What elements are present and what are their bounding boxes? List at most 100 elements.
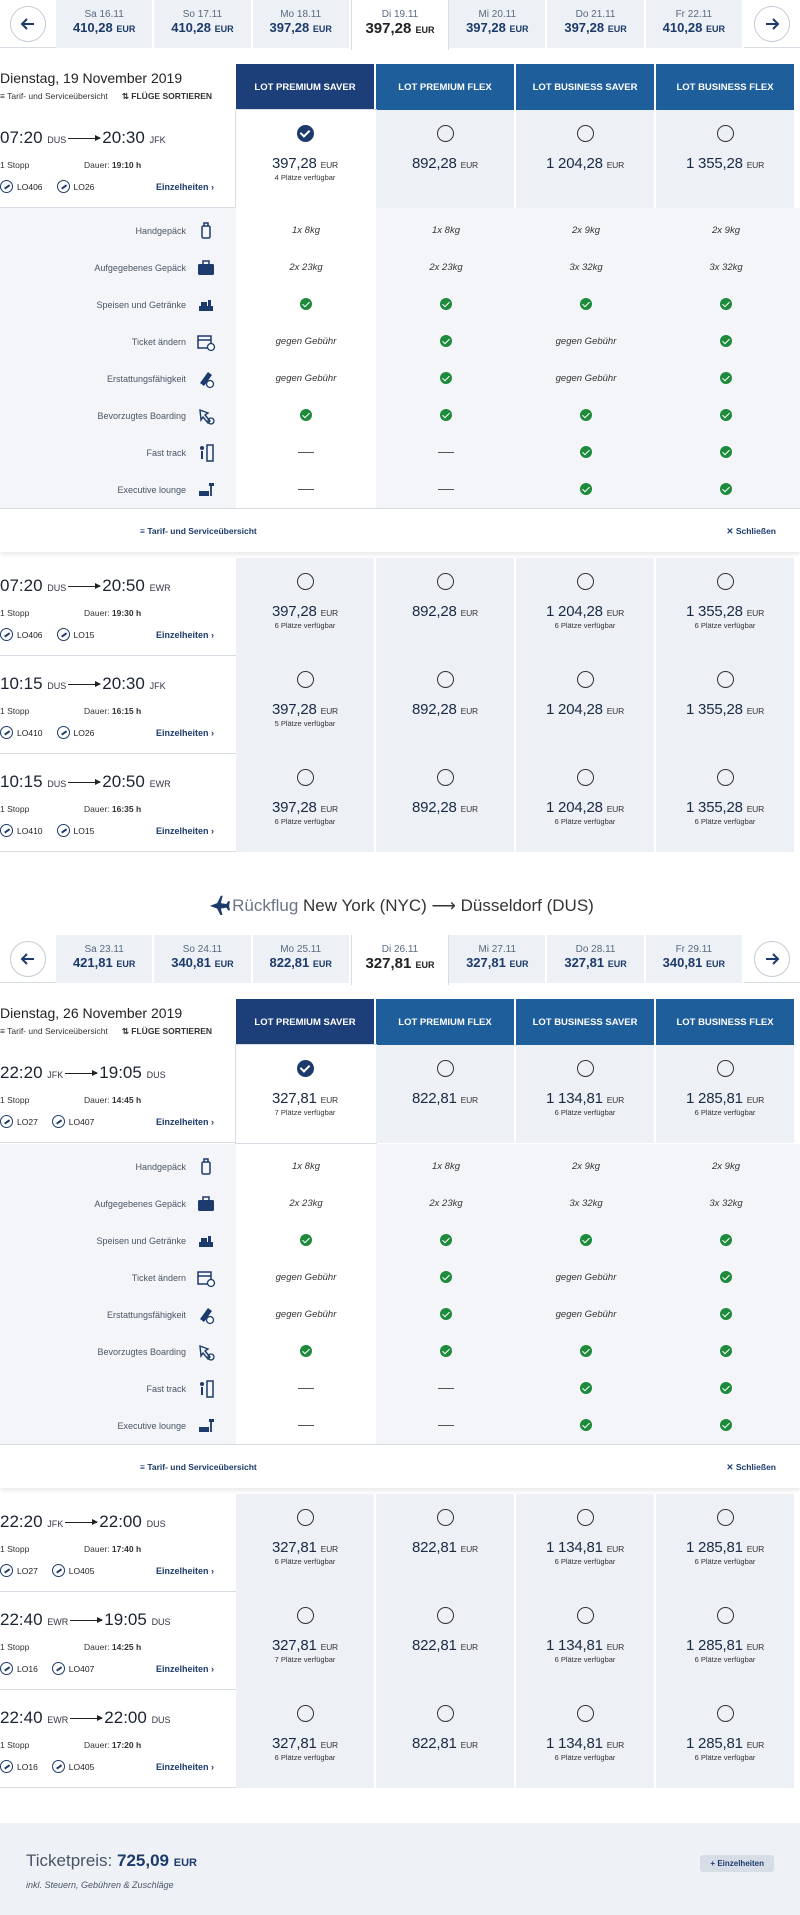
fare-radio[interactable] <box>436 1509 454 1526</box>
fare-option[interactable]: 1 204,28 EUR 6 Plätze verfügbar <box>516 754 656 852</box>
fare-option[interactable]: 1 355,28 EUR 6 Plätze verfügbar <box>656 558 796 656</box>
fare-radio[interactable] <box>716 671 734 688</box>
fare-radio[interactable] <box>296 1705 314 1722</box>
fare-column-header[interactable]: LOT BUSINESS FLEX <box>656 64 794 110</box>
fare-option[interactable]: 892,28 EUR <box>376 656 516 754</box>
fare-option[interactable]: 327,81 EUR 6 Plätze verfügbar <box>236 1494 376 1592</box>
fare-option[interactable]: 397,28 EUR 4 Plätze verfügbar <box>236 110 376 208</box>
close-button[interactable]: ✕ Schließen <box>726 1462 776 1473</box>
details-link[interactable]: Einzelheiten › <box>156 182 215 192</box>
fare-option[interactable]: 1 134,81 EUR 6 Plätze verfügbar <box>516 1494 656 1592</box>
fare-radio[interactable] <box>436 573 454 590</box>
prev-dates-button[interactable] <box>10 941 46 977</box>
fare-column-header[interactable]: LOT BUSINESS FLEX <box>656 999 794 1045</box>
fare-option[interactable]: 1 204,28 EUR <box>516 110 656 208</box>
fare-option[interactable]: 1 134,81 EUR 6 Plätze verfügbar <box>516 1690 656 1788</box>
fare-column-header[interactable]: LOT BUSINESS SAVER <box>516 64 654 110</box>
prev-dates-button[interactable] <box>10 6 46 42</box>
fare-radio[interactable] <box>716 1607 734 1624</box>
details-link[interactable]: Einzelheiten › <box>156 1762 215 1772</box>
fare-radio[interactable] <box>296 1509 314 1526</box>
fare-radio[interactable] <box>716 1509 734 1526</box>
fare-option[interactable]: 1 134,81 EUR 6 Plätze verfügbar <box>516 1045 656 1143</box>
sort-flights-button[interactable]: ⇅ FLÜGE SORTIEREN <box>122 91 212 102</box>
date-tab[interactable]: So 24.11 340,81 EUR <box>154 935 253 983</box>
fare-radio[interactable] <box>576 1607 594 1624</box>
date-tab[interactable]: Do 21.11 397,28 EUR <box>547 0 646 48</box>
fare-radio[interactable] <box>716 769 734 786</box>
fare-radio[interactable] <box>576 573 594 590</box>
fare-column-header[interactable]: LOT BUSINESS SAVER <box>516 999 654 1045</box>
fare-option[interactable]: 1 355,28 EUR <box>656 656 796 754</box>
fare-column-header[interactable]: LOT PREMIUM SAVER <box>236 64 374 110</box>
fare-column-header[interactable]: LOT PREMIUM FLEX <box>376 999 514 1045</box>
fare-column-header[interactable]: LOT PREMIUM SAVER <box>236 999 374 1045</box>
details-link[interactable]: Einzelheiten › <box>156 1664 215 1674</box>
date-tab[interactable]: Di 26.11 327,81 EUR <box>350 935 450 985</box>
close-button[interactable]: ✕ Schließen <box>726 526 776 537</box>
date-tab[interactable]: Fr 22.11 410,28 EUR <box>645 0 744 48</box>
fare-radio[interactable] <box>436 125 454 142</box>
fare-radio[interactable] <box>296 671 314 688</box>
fare-radio[interactable] <box>716 1060 734 1077</box>
fare-radio[interactable] <box>296 573 314 590</box>
fare-radio[interactable] <box>296 1607 314 1624</box>
fare-option[interactable]: 1 285,81 EUR 6 Plätze verfügbar <box>656 1690 796 1788</box>
fare-radio[interactable] <box>436 671 454 688</box>
fare-overview-link[interactable]: ≡ Tarif- und Serviceübersicht <box>0 1026 108 1037</box>
fare-option[interactable]: 1 285,81 EUR 6 Plätze verfügbar <box>656 1494 796 1592</box>
fare-radio[interactable] <box>576 125 594 142</box>
fare-option[interactable]: 1 285,81 EUR 6 Plätze verfügbar <box>656 1045 796 1143</box>
fare-option[interactable]: 1 204,28 EUR <box>516 656 656 754</box>
fare-option[interactable]: 892,28 EUR <box>376 110 516 208</box>
fare-radio[interactable] <box>716 1705 734 1722</box>
date-tab[interactable]: Mi 27.11 327,81 EUR <box>449 935 548 983</box>
fare-radio[interactable] <box>296 1060 314 1077</box>
date-tab[interactable]: Mo 18.11 397,28 EUR <box>252 0 351 48</box>
date-tab[interactable]: Fr 29.11 340,81 EUR <box>645 935 744 983</box>
fare-overview-link[interactable]: ≡ Tarif- und Serviceübersicht <box>0 91 108 102</box>
fare-option[interactable]: 892,28 EUR <box>376 558 516 656</box>
fare-radio[interactable] <box>716 573 734 590</box>
fare-option[interactable]: 327,81 EUR 6 Plätze verfügbar <box>236 1690 376 1788</box>
fare-radio[interactable] <box>436 769 454 786</box>
date-tab[interactable]: Mi 20.11 397,28 EUR <box>449 0 548 48</box>
fare-radio[interactable] <box>716 125 734 142</box>
fare-option[interactable]: 822,81 EUR <box>376 1045 516 1143</box>
fare-radio[interactable] <box>576 1705 594 1722</box>
date-tab[interactable]: So 17.11 410,28 EUR <box>154 0 253 48</box>
fare-radio[interactable] <box>436 1705 454 1722</box>
fare-option[interactable]: 822,81 EUR <box>376 1592 516 1690</box>
next-dates-button[interactable] <box>754 941 790 977</box>
fare-option[interactable]: 397,28 EUR 6 Plätze verfügbar <box>236 558 376 656</box>
fare-option[interactable]: 1 355,28 EUR 6 Plätze verfügbar <box>656 754 796 852</box>
details-link[interactable]: Einzelheiten › <box>156 1117 215 1127</box>
sort-flights-button[interactable]: ⇅ FLÜGE SORTIEREN <box>122 1026 212 1037</box>
date-tab[interactable]: Sa 16.11 410,28 EUR <box>56 0 155 48</box>
fare-radio[interactable] <box>436 1607 454 1624</box>
fare-overview-link[interactable]: ≡ Tarif- und Serviceübersicht <box>140 1462 257 1472</box>
next-dates-button[interactable] <box>754 6 790 42</box>
details-button[interactable]: + Einzelheiten <box>700 1855 774 1872</box>
fare-radio[interactable] <box>576 1509 594 1526</box>
details-link[interactable]: Einzelheiten › <box>156 630 215 640</box>
details-link[interactable]: Einzelheiten › <box>156 826 215 836</box>
fare-radio[interactable] <box>436 1060 454 1077</box>
fare-option[interactable]: 327,81 EUR 7 Plätze verfügbar <box>236 1045 376 1143</box>
fare-option[interactable]: 327,81 EUR 7 Plätze verfügbar <box>236 1592 376 1690</box>
date-tab[interactable]: Di 19.11 397,28 EUR <box>350 0 450 50</box>
details-link[interactable]: Einzelheiten › <box>156 1566 215 1576</box>
fare-option[interactable]: 1 134,81 EUR 6 Plätze verfügbar <box>516 1592 656 1690</box>
details-link[interactable]: Einzelheiten › <box>156 728 215 738</box>
date-tab[interactable]: Do 28.11 327,81 EUR <box>547 935 646 983</box>
fare-option[interactable]: 822,81 EUR <box>376 1494 516 1592</box>
fare-radio[interactable] <box>296 769 314 786</box>
date-tab[interactable]: Sa 23.11 421,81 EUR <box>56 935 155 983</box>
fare-radio[interactable] <box>576 1060 594 1077</box>
fare-option[interactable]: 397,28 EUR 6 Plätze verfügbar <box>236 754 376 852</box>
fare-overview-link[interactable]: ≡ Tarif- und Serviceübersicht <box>140 526 257 536</box>
fare-option[interactable]: 397,28 EUR 5 Plätze verfügbar <box>236 656 376 754</box>
fare-radio[interactable] <box>296 125 314 142</box>
date-tab[interactable]: Mo 25.11 822,81 EUR <box>252 935 351 983</box>
fare-option[interactable]: 892,28 EUR <box>376 754 516 852</box>
